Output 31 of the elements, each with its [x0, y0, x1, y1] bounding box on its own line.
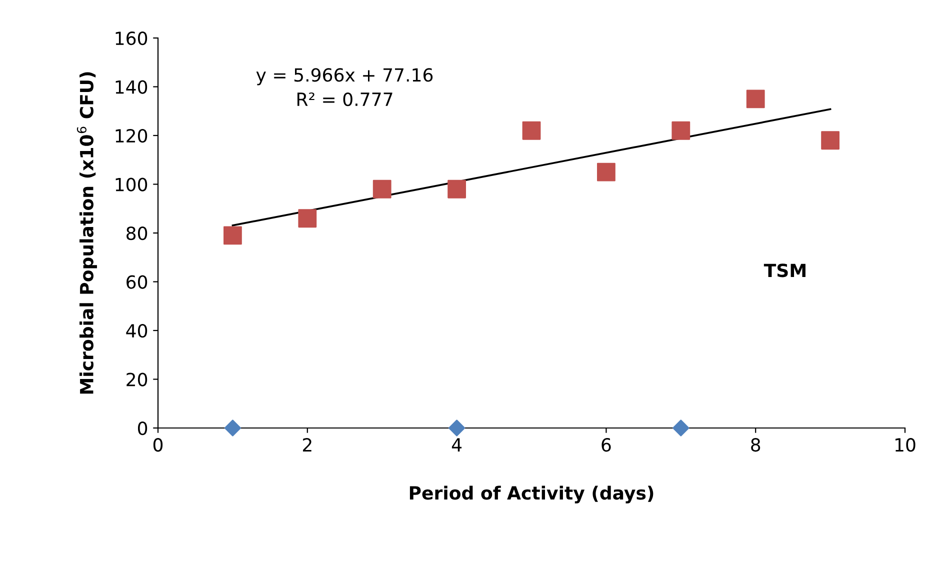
y-tick-label: 0 [138, 421, 148, 436]
x-tick-label: 0 [153, 438, 163, 452]
point [448, 420, 466, 436]
y-tick-label: 80 [126, 226, 148, 240]
point [522, 121, 541, 140]
y-tick-label: 40 [126, 324, 148, 338]
y-tick-label: 100 [116, 178, 148, 192]
point [597, 162, 616, 182]
point [224, 420, 241, 436]
point [448, 180, 466, 198]
y-tick-label: 60 [126, 275, 148, 289]
y-tick-label: 140 [116, 80, 148, 94]
point [224, 226, 242, 245]
x-axis-title: Period of Activity (days) [410, 486, 654, 504]
y-tick-label: 160 [116, 31, 148, 46]
y-tick-label: 120 [116, 128, 148, 143]
y-axis-title: Microbial Population (x10$^{6}$ CFU) [76, 72, 97, 394]
point [821, 131, 840, 150]
y-tick-label: 20 [126, 372, 148, 386]
point [298, 209, 317, 228]
x-tick-label: 2 [302, 438, 312, 452]
x-tick-label: 6 [602, 438, 611, 452]
x-tick-label: 8 [751, 438, 760, 452]
x-tick-label: 10 [895, 438, 916, 452]
point [746, 90, 765, 108]
point [672, 420, 690, 436]
x-tick-label: 4 [452, 438, 462, 452]
annotation: TSM [764, 264, 806, 278]
point [372, 180, 392, 198]
annotation: y = 5.966x + 77.16 R² = 0.777 [256, 68, 433, 106]
point [672, 121, 690, 140]
